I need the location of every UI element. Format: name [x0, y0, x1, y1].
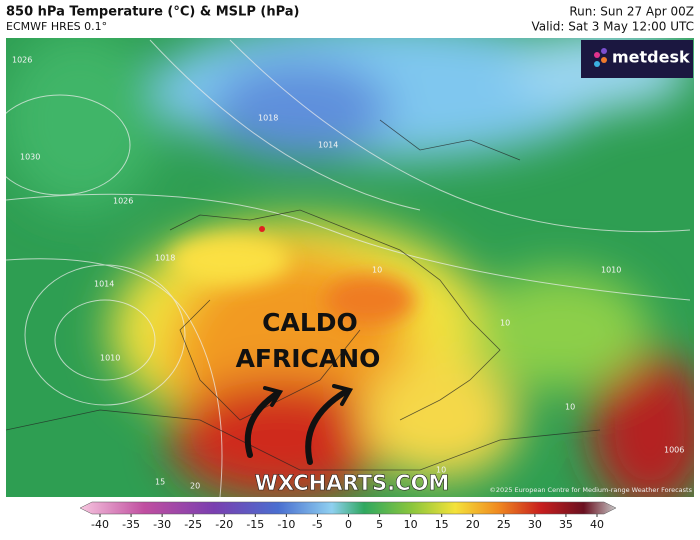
valid-time: Valid: Sat 3 May 12:00 UTC — [531, 20, 694, 34]
isobar-label: 1014 — [94, 280, 114, 289]
isobar-label: 1010 — [601, 266, 621, 275]
isobar-label: 1010 — [100, 354, 120, 363]
colorbar-tick-label: -25 — [184, 518, 202, 531]
colorbar-tick-label: -35 — [122, 518, 140, 531]
watermark: WXCHARTS.COM — [255, 471, 450, 495]
isobar-label: 10 — [565, 403, 575, 412]
isobar-label: 1026 — [113, 197, 133, 206]
isobar-label: 10 — [372, 266, 382, 275]
isobar-label: 15 — [155, 478, 165, 487]
isobar-label: 1026 — [12, 56, 32, 65]
map: 1026 1018 1014 1030 1026 1018 1014 1010 … — [6, 38, 694, 497]
isobar-label: 10 — [436, 466, 446, 475]
colorbar-tick-label: 5 — [376, 518, 383, 531]
annotation: CALDO — [262, 308, 358, 337]
subtitle: ECMWF HRES 0.1° — [6, 20, 107, 33]
annotation: AFRICANO — [236, 344, 381, 373]
isobar-label: 1006 — [664, 446, 684, 455]
isobar-label: 10 — [500, 319, 510, 328]
colorbar-tick-label: -40 — [91, 518, 109, 531]
colorbar-tick-label: 35 — [559, 518, 573, 531]
isobar-label: 1030 — [20, 153, 40, 162]
colorbar-tick-label: 30 — [528, 518, 542, 531]
run-time: Run: Sun 27 Apr 00Z — [569, 5, 694, 19]
colorbar-tick-label: 20 — [466, 518, 480, 531]
colorbar-tick-label: -10 — [277, 518, 295, 531]
colorbar-tick-label: 15 — [435, 518, 449, 531]
logo-icon — [594, 48, 607, 67]
isobar-label: 1014 — [318, 141, 338, 150]
colorbar-tick-label: -5 — [312, 518, 323, 531]
colorbar-tick-label: -30 — [153, 518, 171, 531]
isobar-label: 20 — [190, 482, 200, 491]
colorbar-tick-label: 40 — [590, 518, 604, 531]
city-marker — [259, 226, 265, 232]
colorbar-tick-label: 0 — [345, 518, 352, 531]
title: 850 hPa Temperature (°C) & MSLP (hPa) — [6, 5, 299, 20]
isobar-label: 1018 — [155, 254, 175, 263]
colorbar-tick-label: -20 — [215, 518, 233, 531]
colorbar-tick-label: 10 — [404, 518, 418, 531]
copyright: ©2025 European Centre for Medium-range W… — [489, 486, 692, 494]
arrows — [244, 384, 354, 465]
isobar-label: 1018 — [258, 114, 278, 123]
logo-text: metdesk — [612, 48, 690, 67]
colorbar-tick-label: -15 — [246, 518, 264, 531]
colorbar — [79, 501, 617, 515]
colorbar-tick-label: 25 — [497, 518, 511, 531]
logo-box — [581, 40, 693, 78]
